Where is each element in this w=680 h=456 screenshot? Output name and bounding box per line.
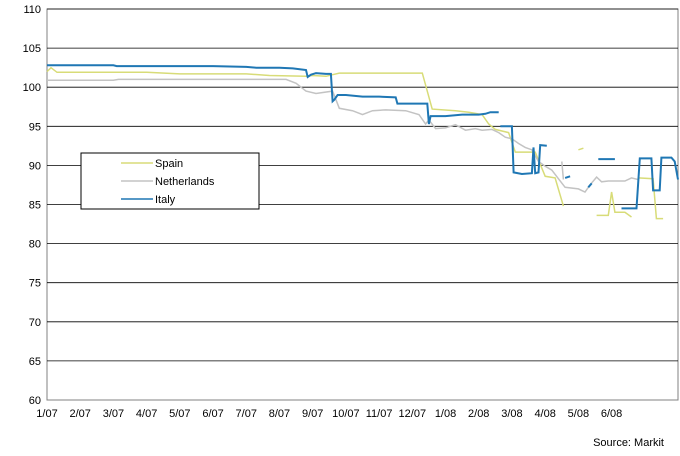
series-italy	[47, 64, 679, 210]
series-line-italy	[500, 125, 547, 176]
series-line-italy	[587, 182, 593, 188]
y-tick-label: 85	[29, 200, 41, 212]
x-tick-label: 6/08	[601, 408, 622, 420]
x-tick-label: 7/07	[236, 408, 257, 420]
x-tick-label: 5/07	[169, 408, 190, 420]
legend-label-spain: Spain	[155, 158, 183, 170]
x-tick-label: 10/07	[332, 408, 360, 420]
series-line-spain	[46, 66, 565, 207]
y-tick-label: 65	[29, 356, 41, 368]
x-tick-label: 2/07	[69, 408, 90, 420]
y-tick-label: 70	[29, 317, 41, 329]
series-line-italy	[621, 156, 679, 210]
x-tick-label: 1/07	[36, 408, 57, 420]
x-axis-tick-labels: 1/07 2/07 3/07 4/07 5/07 6/07 7/07 8/07 9/07 10/0…	[36, 408, 622, 420]
series-line-spain	[578, 147, 584, 151]
y-axis-tick-labels: 60 65 70 75 80 85 90 95 100 105 110	[23, 4, 41, 407]
x-tick-label: 4/07	[136, 408, 157, 420]
legend-label-italy: Italy	[155, 194, 176, 206]
x-tick-label: 11/07	[366, 408, 393, 420]
series-line-netherlands	[561, 161, 565, 180]
x-tick-label: 4/08	[534, 408, 555, 420]
y-tick-label: 80	[29, 239, 41, 251]
x-tick-label: 1/08	[435, 408, 456, 420]
legend: Spain Netherlands Italy	[80, 152, 260, 210]
legend-box	[80, 152, 260, 210]
series-lines	[46, 64, 679, 220]
y-tick-label: 60	[29, 395, 41, 407]
x-tick-label: 2/08	[468, 408, 489, 420]
series-spain	[46, 66, 664, 220]
x-tick-label: 3/07	[103, 408, 124, 420]
y-tick-label: 100	[23, 82, 41, 94]
x-tick-label: 9/07	[302, 408, 323, 420]
x-tick-label: 3/08	[501, 408, 522, 420]
x-tick-label: 5/08	[568, 408, 589, 420]
y-tick-label: 90	[29, 160, 41, 172]
y-tick-label: 95	[29, 121, 41, 133]
source-note: Source: Markit	[593, 437, 664, 449]
y-tick-label: 105	[23, 43, 41, 55]
x-tick-label: 6/07	[202, 408, 223, 420]
series-line-italy	[47, 64, 499, 125]
series-line-spain	[596, 191, 632, 218]
series-line-netherlands	[47, 78, 639, 193]
y-tick-label: 75	[29, 278, 41, 290]
y-tick-label: 110	[23, 4, 41, 16]
series-line-italy	[564, 175, 571, 179]
x-tick-label: 12/07	[399, 408, 427, 420]
gridlines	[47, 8, 678, 362]
series-netherlands	[47, 78, 639, 193]
series-line-spain	[638, 177, 664, 220]
legend-label-netherlands: Netherlands	[155, 176, 215, 188]
x-tick-label: 8/07	[269, 408, 290, 420]
